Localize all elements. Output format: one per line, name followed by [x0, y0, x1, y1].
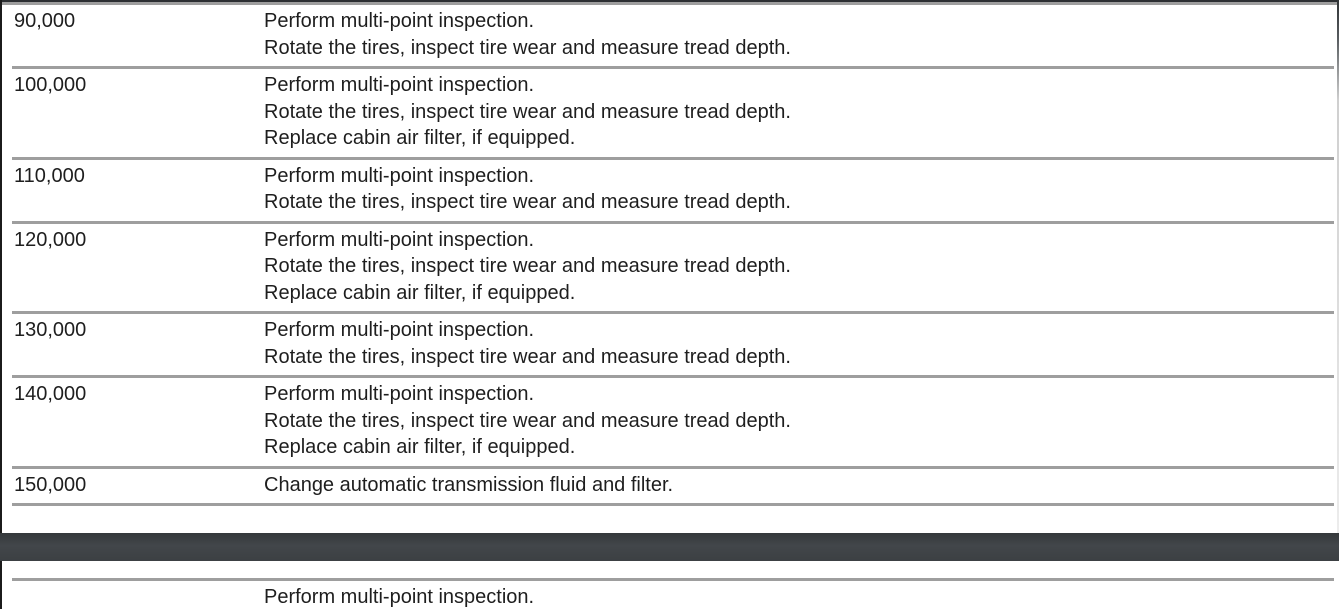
mileage-cell: 100,000	[14, 74, 87, 96]
document-page-2: Perform multi-point inspection.	[0, 561, 1339, 609]
tasks-cell: Perform multi-point inspection. Rotate t…	[264, 381, 1339, 461]
tasks-cell: Perform multi-point inspection. Rotate t…	[264, 227, 1339, 307]
table-row: 120,000 Perform multi-point inspection. …	[0, 224, 1339, 312]
mileage-cell: 110,000	[14, 164, 85, 187]
task-item: Change automatic transmission fluid and …	[264, 473, 674, 496]
row-divider	[12, 220, 1334, 224]
task-item: Replace cabin air filter, if equipped.	[264, 436, 576, 458]
table-row: 140,000 Perform multi-point inspection. …	[0, 378, 1339, 466]
task-item: Perform multi-point inspection.	[264, 164, 535, 187]
document-page-1: 90,000 Perform multi-point inspection. R…	[0, 0, 1339, 533]
task-item: Replace cabin air filter, if equipped.	[264, 281, 576, 304]
mileage-cell: 140,000	[14, 383, 87, 405]
tasks-cell: Change automatic transmission fluid and …	[264, 472, 1339, 499]
table-top-border	[0, 0, 1339, 5]
page-right-edge	[1337, 0, 1339, 533]
row-divider	[12, 503, 1334, 506]
table-row: 90,000 Perform multi-point inspection. R…	[0, 5, 1339, 66]
task-item: Perform multi-point inspection.	[264, 74, 535, 96]
row-divider	[12, 578, 1334, 581]
tasks-cell: Perform multi-point inspection. Rotate t…	[264, 72, 1339, 152]
task-item: Rotate the tires, inspect tire wear and …	[264, 100, 791, 123]
mileage-cell: 130,000	[14, 319, 87, 341]
task-item: Rotate the tires, inspect tire wear and …	[264, 255, 791, 277]
tasks-cell: Perform multi-point inspection. Rotate t…	[264, 8, 1339, 61]
table-row: 130,000 Perform multi-point inspection. …	[0, 314, 1339, 375]
task-item: Rotate the tires, inspect tire wear and …	[264, 345, 791, 368]
row-divider	[12, 156, 1334, 160]
task-item: Rotate the tires, inspect tire wear and …	[264, 191, 791, 213]
page-left-edge	[0, 0, 2, 533]
mileage-cell: 90,000	[14, 10, 76, 32]
tasks-cell: Perform multi-point inspection.	[264, 584, 1339, 609]
task-item: Perform multi-point inspection.	[264, 383, 535, 405]
row-divider	[12, 465, 1334, 469]
mileage-cell	[0, 584, 264, 609]
tasks-cell: Perform multi-point inspection. Rotate t…	[264, 317, 1339, 370]
row-divider	[12, 375, 1334, 378]
page-gap-band	[0, 533, 1339, 561]
task-item: Rotate the tires, inspect tire wear and …	[264, 409, 791, 432]
row-divider	[12, 66, 1334, 69]
task-item: Rotate the tires, inspect tire wear and …	[264, 36, 791, 59]
table-row: 150,000 Change automatic transmission fl…	[0, 469, 1339, 504]
task-item: Replace cabin air filter, if equipped.	[264, 127, 576, 149]
task-item: Perform multi-point inspection.	[264, 586, 535, 608]
table-row: Perform multi-point inspection.	[0, 581, 1339, 609]
mileage-cell: 120,000	[14, 228, 87, 251]
table-row: 110,000 Perform multi-point inspection. …	[0, 160, 1339, 221]
task-item: Perform multi-point inspection.	[264, 319, 535, 341]
mileage-cell: 150,000	[14, 473, 87, 496]
page-left-edge	[0, 561, 2, 609]
table-row: 100,000 Perform multi-point inspection. …	[0, 69, 1339, 157]
task-item: Perform multi-point inspection.	[264, 228, 535, 251]
row-divider	[12, 311, 1334, 314]
tasks-cell: Perform multi-point inspection. Rotate t…	[264, 163, 1339, 216]
task-item: Perform multi-point inspection.	[264, 10, 535, 32]
